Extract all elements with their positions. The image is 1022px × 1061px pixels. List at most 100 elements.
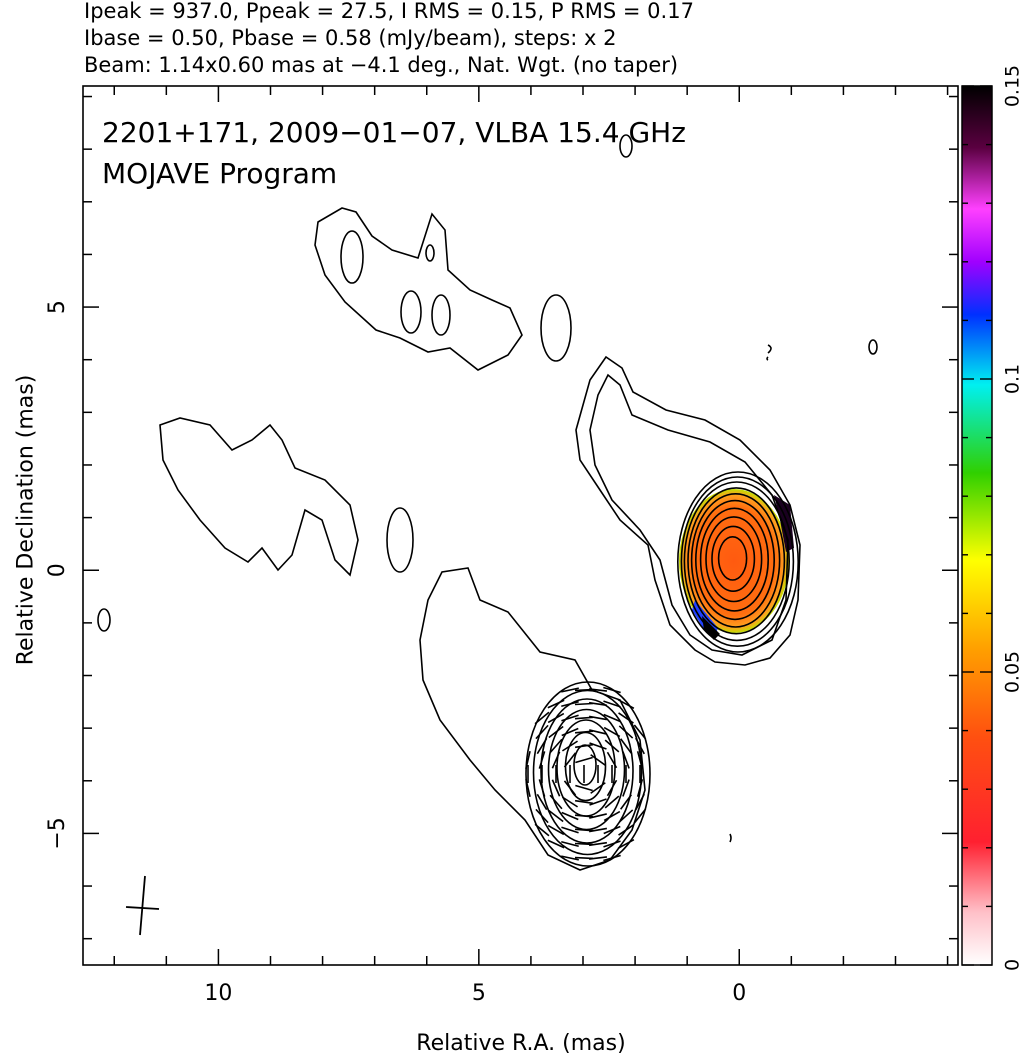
- polarization-vector: [561, 796, 579, 808]
- polarization-edge-dark: [774, 495, 794, 552]
- polarization-vector: [551, 779, 561, 797]
- polarization-vector: [574, 828, 594, 832]
- plot-frame: [82, 85, 959, 966]
- polarization-vector: [588, 841, 608, 847]
- jet-contour: [547, 708, 626, 831]
- colorbar-ticks: [962, 85, 992, 966]
- polarization-vector: [620, 738, 632, 754]
- jet-contour: [540, 698, 634, 844]
- polarization-vector: [547, 839, 565, 849]
- core-contour-outer: [575, 355, 801, 666]
- polarization-vector: [603, 810, 621, 822]
- polarization-vector: [574, 743, 594, 749]
- polarization-vector: [563, 752, 577, 768]
- polarization-vector: [618, 712, 634, 724]
- polarization-vector: [589, 798, 607, 806]
- polarization-vector: [589, 729, 607, 735]
- polarization-vector: [575, 756, 593, 764]
- polarization-vector: [536, 737, 548, 755]
- small-contour: [766, 344, 772, 361]
- colorbar-tick-label: 0: [1002, 959, 1022, 971]
- jet-contour-outer: [419, 567, 646, 871]
- polarization-core-fill: [679, 489, 789, 633]
- polarization-vector: [603, 840, 621, 848]
- axis-ticks: [83, 86, 958, 965]
- colorbar-tick-label: 0.15: [1002, 65, 1022, 107]
- polarization-vector: [589, 813, 607, 819]
- polarization-vector: [535, 808, 549, 824]
- polarization-vector: [549, 794, 563, 810]
- upper-blob: [400, 290, 422, 334]
- upper-blob: [340, 230, 364, 284]
- polarization-vector: [635, 737, 645, 755]
- polarization-vector: [606, 751, 618, 769]
- x-tick-label: 0: [732, 981, 746, 1006]
- polarization-vector: [589, 742, 607, 750]
- upper-blob: [425, 244, 435, 262]
- chart-title: 2201+171, 2009−01−07, VLBA 15.4 GHz: [102, 116, 686, 149]
- polarization-vector: [617, 699, 635, 709]
- upper-blob: [540, 294, 572, 362]
- x-axis-label: Relative R.A. (mas): [416, 1031, 626, 1056]
- polarization-vector: [538, 751, 546, 769]
- polarization-vector: [574, 799, 594, 805]
- polarization-vector: [561, 740, 579, 752]
- core-contour: [687, 487, 786, 635]
- polarization-vector: [603, 726, 621, 738]
- core-contour: [690, 493, 781, 628]
- axis-tick-labels: 10 5 0 5 0 −5: [45, 300, 746, 1006]
- core-contour: [699, 507, 770, 612]
- x-tick-label: 5: [472, 981, 486, 1006]
- polarization-vector: [574, 814, 594, 818]
- polarization-vector: [561, 855, 579, 861]
- polarization-vector: [618, 809, 634, 823]
- chart-subtitle: MOJAVE Program: [102, 157, 337, 190]
- polarization-vector: [633, 808, 647, 824]
- core-contour: [683, 481, 790, 642]
- polarization-vector: [590, 782, 606, 794]
- polarization-vector: [525, 779, 531, 797]
- polarization-vector: [534, 823, 550, 837]
- y-tick-label: 5: [45, 300, 70, 314]
- polarization-vector: [547, 712, 565, 724]
- colorbar-tick-labels: 0 0.05 0.1 0.15: [1002, 65, 1022, 971]
- polarization-vector: [538, 779, 546, 797]
- upper-jet-contour: [314, 207, 523, 371]
- core-contour: [717, 536, 748, 581]
- polarization-vector: [618, 725, 634, 739]
- polarization-vector: [588, 715, 608, 721]
- polarization-vector: [636, 779, 644, 797]
- polarization-vector: [547, 699, 565, 709]
- polarization-vector: [622, 779, 630, 797]
- left-jet-contour: [159, 417, 359, 577]
- polarization-vector: [603, 713, 621, 723]
- small-contour: [868, 339, 878, 355]
- core-contour: [694, 499, 775, 621]
- beam-cross: [125, 875, 160, 936]
- y-tick-label: 0: [45, 563, 70, 577]
- core-contour: [711, 525, 756, 592]
- polarization-vector: [561, 826, 579, 834]
- polarization-vector: [549, 738, 563, 754]
- polarization-vector: [617, 839, 635, 849]
- polarization-vector: [575, 784, 593, 792]
- polarization-vector: [551, 751, 561, 769]
- small-contour: [97, 608, 111, 632]
- polarization-vector: [535, 724, 549, 740]
- colorbar: [961, 85, 993, 966]
- polarization-vector: [561, 700, 579, 708]
- polarization-vector: [574, 716, 594, 720]
- polarization-vector: [561, 727, 579, 737]
- contour-lines: [97, 134, 878, 871]
- y-tick-label: −5: [45, 817, 70, 849]
- polarization-vector: [561, 714, 579, 722]
- polarization-vector: [534, 711, 550, 725]
- polarization-vector: [561, 811, 579, 821]
- jet-contour: [525, 681, 651, 867]
- polarization-vector: [590, 754, 606, 766]
- header-line-3: Beam: 1.14x0.60 mas at −4.1 deg., Nat. W…: [84, 53, 679, 77]
- polarization-vector: [563, 780, 577, 796]
- x-tick-label: 10: [204, 981, 232, 1006]
- polarization-vector: [548, 725, 564, 739]
